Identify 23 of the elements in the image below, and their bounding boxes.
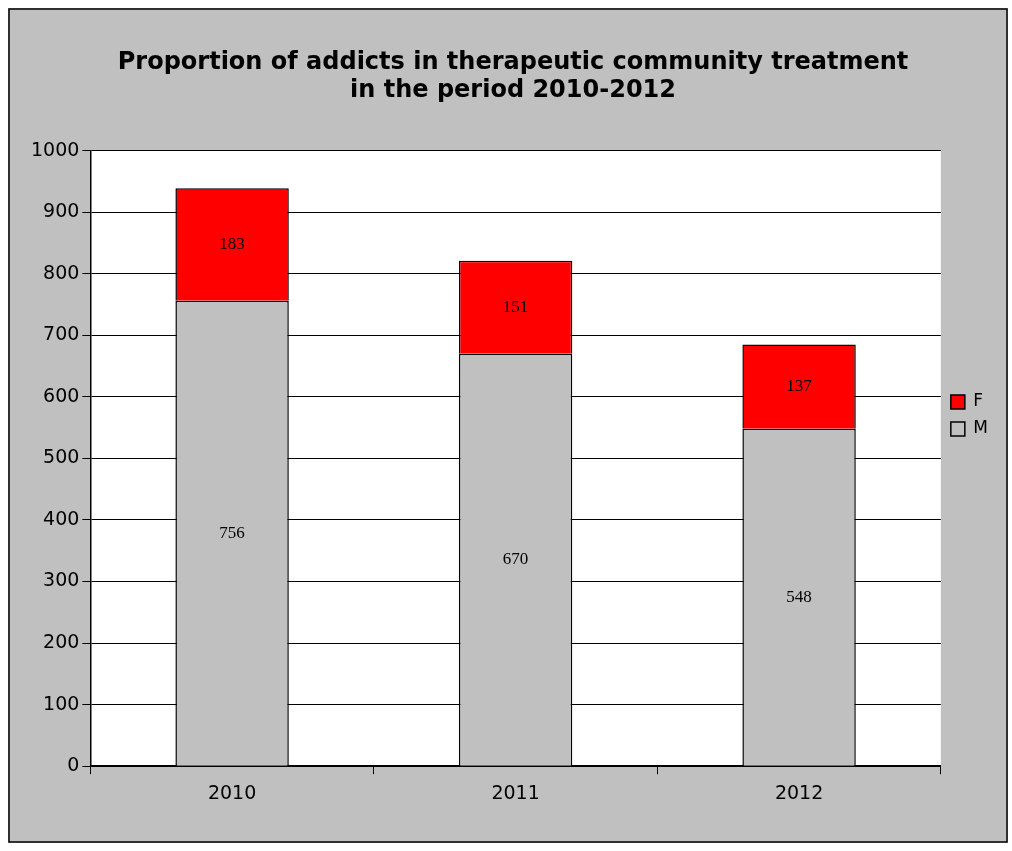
- data-label: 670: [502, 549, 529, 569]
- data-label: 183: [219, 233, 245, 253]
- y-tick-label: 700: [43, 322, 80, 345]
- y-tick-label: 100: [43, 691, 80, 714]
- x-tick-label: 2010: [207, 780, 257, 803]
- x-tick-label: 2012: [774, 780, 824, 803]
- y-tick-label: 400: [43, 506, 80, 529]
- y-tick-label: 800: [43, 260, 80, 283]
- chart-title: Proportion of addicts in therapeutic community treatment in the period 2010-2012: [117, 46, 909, 104]
- y-tick-label: 200: [43, 630, 80, 653]
- y-tick-label: 1000: [30, 137, 80, 160]
- y-tick-label: 900: [43, 199, 80, 222]
- data-label: 137: [786, 376, 813, 396]
- y-tick-label: 300: [43, 568, 80, 591]
- y-tick-label: 0: [67, 753, 80, 776]
- data-label: 756: [219, 522, 245, 542]
- x-tick-label: 2011: [491, 780, 540, 803]
- y-tick-label: 600: [43, 383, 80, 406]
- data-label: 151: [502, 296, 529, 316]
- data-label: 548: [786, 586, 812, 606]
- y-tick-label: 500: [43, 445, 80, 468]
- legend-label: M: [973, 417, 988, 438]
- legend-label: F: [973, 390, 984, 411]
